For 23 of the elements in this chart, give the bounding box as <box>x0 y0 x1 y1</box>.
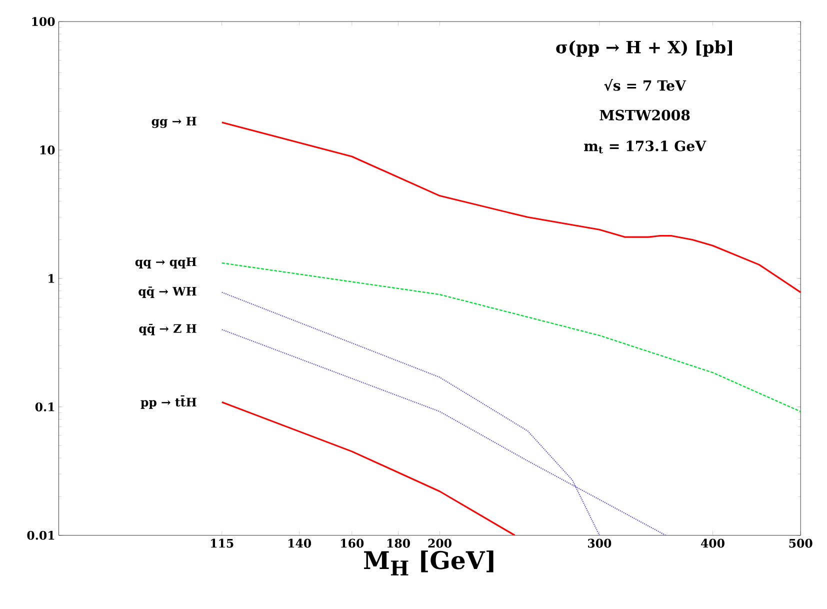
y-tick-label: 100 <box>32 17 55 26</box>
y-tick-label: 1 <box>48 274 54 283</box>
x-axis-title: M$_{H}$ [GeV] <box>364 550 494 576</box>
x-tick-label: 180 <box>387 538 410 548</box>
x-tick-label: 115 <box>211 538 234 548</box>
text: qq → qqH <box>135 258 196 269</box>
text: pp → tt̄H <box>140 395 196 409</box>
x-tick-label: 500 <box>789 538 812 548</box>
text: qq̄ → WH <box>138 286 196 298</box>
y-tick-label: 0.1 <box>35 402 54 412</box>
y-tick-label: 0.01 <box>27 531 54 540</box>
x-tick-label: 200 <box>428 538 452 548</box>
x-tick-label: 300 <box>588 538 612 548</box>
annotation: √s = 7 TeV <box>604 79 686 92</box>
annotation: m$_{t}$ = 173.1 GeV <box>584 140 706 154</box>
text: σ(pp → H + X) [pb] <box>556 40 732 57</box>
annotation: MSTW2008 <box>600 110 690 121</box>
text: qq̄ → Z H <box>139 324 196 336</box>
text: gg → H <box>152 116 196 128</box>
x-tick-label: 400 <box>700 538 724 548</box>
y-tick-label: 10 <box>40 146 55 155</box>
x-tick-label: 140 <box>288 538 312 548</box>
x-tick-label: 160 <box>341 538 364 548</box>
